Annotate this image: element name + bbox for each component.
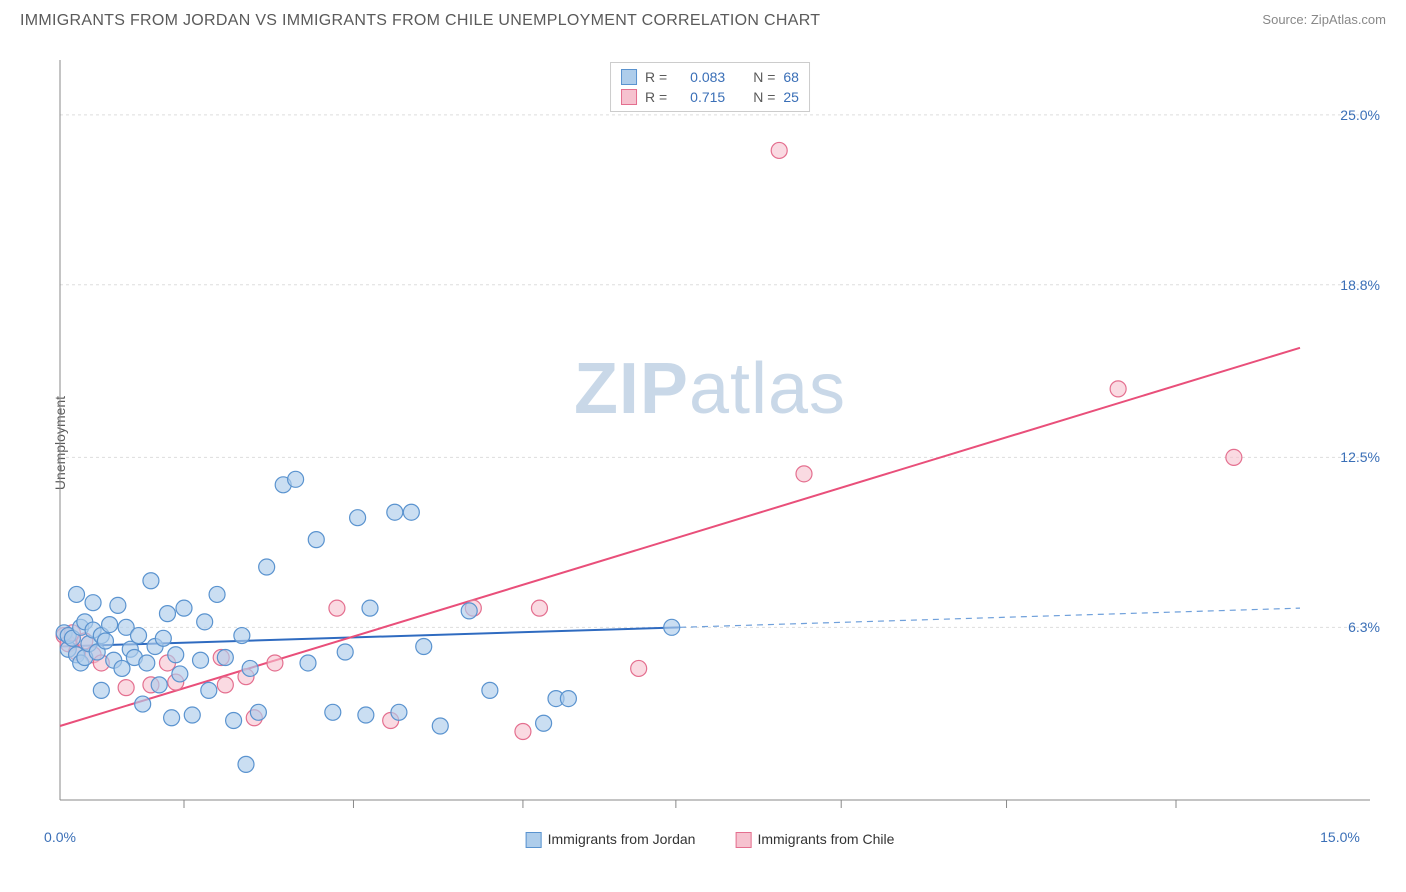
r-label: R = [645, 69, 667, 85]
legend-swatch-jordan [526, 832, 542, 848]
legend-label-jordan: Immigrants from Jordan [548, 831, 696, 847]
scatter-chart [50, 50, 1370, 820]
y-tick-label: 25.0% [1340, 107, 1380, 123]
correlation-swatch [621, 89, 637, 105]
r-label: R = [645, 89, 667, 105]
legend-item-chile: Immigrants from Chile [735, 831, 894, 848]
legend-item-jordan: Immigrants from Jordan [526, 831, 696, 848]
y-tick-label: 6.3% [1348, 619, 1380, 635]
correlation-legend: R = 0.083 N = 68 R = 0.715 N = 25 [610, 62, 810, 112]
x-tick-label: 0.0% [44, 829, 76, 845]
chart-area: Unemployment ZIPatlas R =0.083N =68R =0.… [50, 50, 1370, 820]
n-value: 25 [783, 89, 799, 105]
y-tick-label: 12.5% [1340, 449, 1380, 465]
y-tick-label: 18.8% [1340, 277, 1380, 293]
source-name: ZipAtlas.com [1311, 12, 1386, 27]
legend-label-chile: Immigrants from Chile [757, 831, 894, 847]
n-value: 68 [783, 69, 799, 85]
chart-source: Source: ZipAtlas.com [1262, 12, 1386, 27]
series-legend: Immigrants from Jordan Immigrants from Ch… [526, 831, 895, 848]
legend-swatch-chile [735, 832, 751, 848]
correlation-row: R = 0.715 N = 25 [621, 87, 799, 107]
n-label: N = [753, 69, 775, 85]
x-tick-label: 15.0% [1320, 829, 1360, 845]
source-label: Source: [1262, 12, 1307, 27]
r-value: 0.083 [675, 69, 725, 85]
correlation-swatch [621, 69, 637, 85]
r-value: 0.715 [675, 89, 725, 105]
n-label: N = [753, 89, 775, 105]
chart-title: IMMIGRANTS FROM JORDAN VS IMMIGRANTS FRO… [20, 12, 820, 30]
correlation-row: R = 0.083 N = 68 [621, 67, 799, 87]
